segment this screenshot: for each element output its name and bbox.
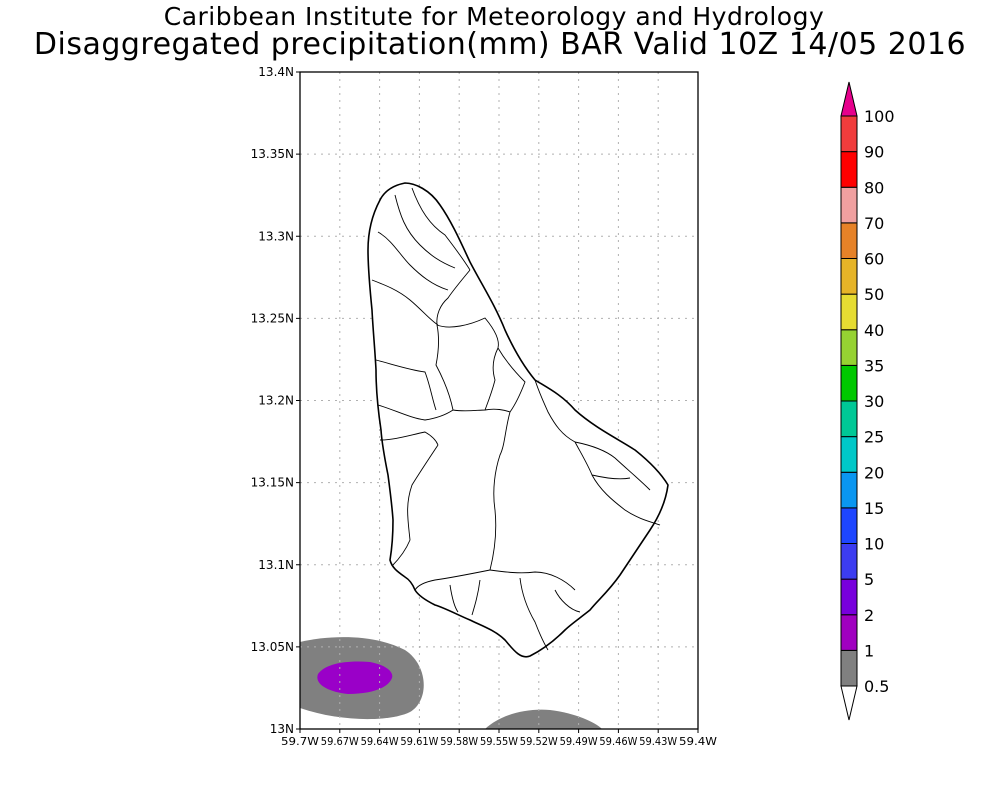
colorbar-label: 100	[864, 107, 895, 126]
colorbar-label: 10	[864, 535, 884, 554]
lon-tick-label: 59.58W	[440, 735, 478, 748]
lon-tick-label: 59.61W	[400, 735, 438, 748]
colorbar-swatch	[840, 507, 858, 544]
colorbar-swatch	[840, 115, 858, 153]
lon-tick-label: 59.7W	[281, 735, 319, 748]
lon-tick-label: 59.49W	[560, 735, 598, 748]
colorbar-swatch	[840, 471, 858, 509]
colorbar-swatch	[840, 258, 858, 295]
precip-area-south	[485, 709, 602, 729]
colorbar-swatch	[840, 186, 858, 224]
colorbar-label: 70	[864, 214, 884, 233]
colorbar-label: 80	[864, 178, 884, 197]
colorbar-label: 60	[864, 250, 884, 269]
lon-tick-label: 59.43W	[639, 735, 677, 748]
precip-fields	[300, 637, 602, 729]
title-line-1: Caribbean Institute for Meteorology and …	[163, 2, 825, 31]
lat-tick-label: 13.15N	[251, 476, 294, 490]
colorbar-label: 50	[864, 285, 884, 304]
colorbar-swatch	[840, 293, 858, 331]
lon-tick-label: 59.4W	[679, 735, 717, 748]
latitude-labels: 13.4N 13.35N 13.3N 13.25N 13.2N 13.15N 13.1N 13…	[251, 65, 300, 736]
colorbar-label: 5	[864, 570, 874, 589]
lon-tick-label: 59.64W	[361, 735, 399, 748]
barbados-island	[367, 182, 669, 658]
colorbar-label: 2	[864, 606, 874, 625]
colorbar-label: 40	[864, 321, 884, 340]
colorbar-swatch	[840, 329, 858, 366]
colorbar-label: 20	[864, 463, 884, 482]
lat-tick-label: 13N	[270, 722, 294, 736]
colorbar-label: 90	[864, 143, 884, 162]
colorbar-below-range	[840, 685, 858, 721]
lon-tick-label: 59.52W	[520, 735, 558, 748]
lon-tick-label: 59.67W	[321, 735, 359, 748]
colorbar-swatch	[840, 222, 858, 259]
lat-tick-label: 13.4N	[258, 65, 294, 79]
lat-tick-label: 13.35N	[251, 147, 294, 161]
colorbar-label: 25	[864, 428, 884, 447]
colorbar-swatch	[840, 649, 858, 687]
colorbar-label: 30	[864, 392, 884, 411]
lat-tick-label: 13.1N	[258, 558, 294, 572]
colorbar-swatch	[840, 436, 858, 473]
precip-core-southwest	[317, 661, 393, 694]
colorbar-above-range	[840, 81, 858, 117]
lat-tick-label: 13.25N	[251, 311, 294, 325]
colorbar-swatch	[840, 364, 858, 402]
lat-tick-label: 13.3N	[258, 229, 294, 243]
internal-boundaries	[371, 187, 661, 651]
colorbar-label: 1	[864, 641, 874, 660]
colorbar-swatch	[840, 151, 858, 188]
title-line-2: Disaggregated precipitation(mm) BAR Vali…	[33, 27, 967, 62]
colorbar-swatch	[840, 578, 858, 616]
lat-tick-label: 13.05N	[251, 640, 294, 654]
lat-tick-label: 13.2N	[258, 394, 294, 408]
colorbar-swatch	[840, 543, 858, 580]
longitude-labels: 59.7W 59.67W 59.64W 59.61W 59.58W 59.55W 59.52…	[281, 729, 717, 748]
colorbar-swatch	[840, 400, 858, 438]
colorbar-swatch	[840, 614, 858, 651]
colorbar-label: 15	[864, 499, 884, 518]
coastline	[367, 182, 669, 658]
lon-tick-label: 59.46W	[599, 735, 637, 748]
colorbar-label: 35	[864, 356, 884, 375]
lon-tick-label: 59.55W	[480, 735, 518, 748]
colorbar-label: 0.5	[864, 677, 889, 696]
